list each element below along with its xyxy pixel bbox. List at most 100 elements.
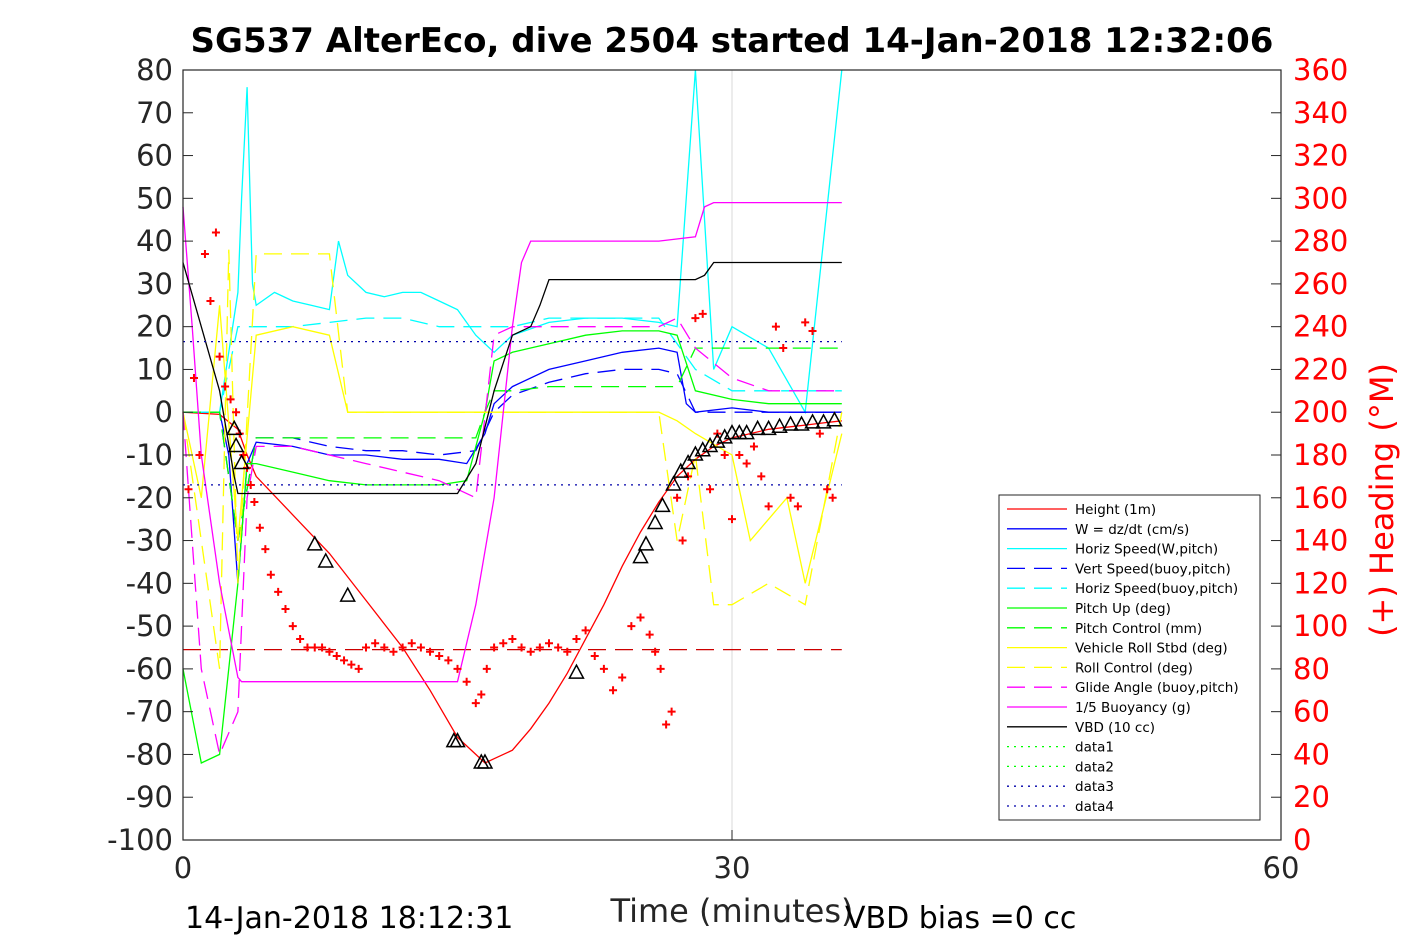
triangle-marker — [568, 663, 585, 679]
heading-point — [274, 587, 283, 596]
heading-point — [735, 451, 744, 459]
y-tick-label: 80 — [136, 53, 173, 87]
heading-point — [435, 652, 444, 661]
legend-entry: Vert Speed(buoy,pitch) — [1075, 561, 1231, 577]
heading-point — [389, 647, 398, 656]
y-right-tick-label: 140 — [1293, 524, 1348, 558]
triangle-marker — [687, 445, 704, 461]
series-line-1 — [183, 347, 842, 584]
heading-point — [757, 472, 766, 481]
triangle-marker — [815, 413, 832, 429]
triangle-marker — [654, 496, 671, 513]
x-tick-label: 0 — [174, 851, 192, 885]
series-line-0 — [182, 411, 842, 764]
legend-entry: data3 — [1075, 779, 1114, 795]
triangle-marker — [672, 462, 690, 478]
series-line-9 — [182, 317, 842, 757]
legend-entry: data2 — [1075, 759, 1114, 775]
legend-entry: Height (1m) — [1075, 502, 1156, 518]
heading-point — [255, 523, 264, 532]
triangle-marker — [225, 419, 243, 436]
triangle-marker — [709, 432, 726, 448]
series-line-3 — [183, 368, 842, 541]
series-line-7 — [182, 305, 843, 584]
triangle-marker — [716, 428, 733, 444]
footer-timestamp: 14-Jan-2018 18:12:31 — [185, 901, 513, 936]
heading-point — [347, 660, 356, 669]
heading-point — [636, 613, 645, 622]
triangle-marker — [701, 436, 719, 453]
y-tick-label: 20 — [136, 310, 173, 344]
heading-point — [310, 643, 319, 652]
heading-point — [362, 643, 370, 652]
heading-point — [545, 639, 553, 648]
heading-point — [742, 459, 751, 468]
triangle-marker — [227, 436, 245, 453]
heading-point — [184, 485, 193, 494]
heading-point — [232, 408, 241, 417]
y-tick-label: -60 — [126, 652, 173, 686]
heading-point — [563, 647, 572, 656]
heading-point — [340, 656, 349, 665]
heading-point — [728, 515, 736, 524]
series-line-6 — [183, 347, 842, 541]
triangle-marker — [771, 417, 788, 433]
y-right-tick-label: 320 — [1293, 139, 1348, 173]
legend-entry: Pitch Up (deg) — [1075, 601, 1171, 617]
heading-point — [477, 690, 486, 699]
triangle-marker — [306, 535, 324, 551]
heading-point — [786, 493, 795, 502]
heading-point — [678, 536, 687, 545]
y-tick-label: 0 — [155, 395, 173, 429]
heading-point — [656, 664, 665, 673]
y-right-tick-label: 0 — [1293, 823, 1311, 857]
y-tick-label: -90 — [126, 780, 173, 814]
y-right-tick-label: 120 — [1293, 566, 1348, 600]
heading-point — [189, 374, 198, 382]
y-tick-label: -70 — [126, 695, 173, 729]
legend-entry: data1 — [1075, 740, 1114, 756]
heading-point — [354, 664, 363, 673]
legend-entry: Horiz Speed(W,pitch) — [1075, 542, 1218, 558]
triangle-marker — [637, 535, 655, 551]
legend-entry: 1/5 Buoyancy (g) — [1075, 700, 1191, 716]
heading-point — [508, 634, 517, 643]
heading-point — [793, 502, 802, 511]
heading-point — [815, 429, 824, 438]
heading-point — [801, 318, 810, 327]
x-tick-label: 60 — [1263, 851, 1300, 885]
y-right-tick-label: 20 — [1293, 780, 1330, 814]
triangle-marker — [233, 453, 250, 470]
heading-point — [226, 395, 235, 404]
heading-point — [662, 720, 671, 729]
triangle-marker — [694, 441, 711, 457]
triangle-marker — [646, 513, 664, 530]
legend-entry: Pitch Control (mm) — [1075, 621, 1202, 637]
triangle-marker — [782, 415, 799, 431]
heading-point — [645, 630, 654, 639]
heading-point — [581, 626, 590, 635]
heading-point — [266, 570, 275, 579]
y-right-tick-label: 240 — [1293, 310, 1348, 344]
heading-point — [407, 639, 416, 648]
heading-point — [482, 664, 491, 673]
y-right-tick-label: 40 — [1293, 737, 1330, 771]
legend-entry: Roll Control (deg) — [1075, 660, 1193, 676]
x-axis-label: Time (minutes) — [610, 892, 854, 930]
y-tick-label: 30 — [136, 267, 173, 301]
heading-point — [673, 493, 682, 502]
axis-ticks: 80706050403020100-10-20-30-40-50-60-70-8… — [107, 53, 1348, 885]
y-tick-label: -30 — [126, 524, 173, 558]
y-tick-label: -100 — [107, 823, 173, 857]
heading-point — [453, 664, 462, 673]
heading-point — [250, 498, 259, 507]
heading-point — [779, 344, 788, 353]
y-right-tick-label: 60 — [1293, 695, 1330, 729]
y-right-tick-label: 340 — [1293, 96, 1348, 130]
heading-point — [808, 326, 817, 335]
heading-point — [318, 643, 327, 652]
y-tick-label: 50 — [136, 181, 173, 215]
series-line-10 — [182, 201, 842, 683]
y-tick-label: 40 — [136, 224, 173, 258]
legend-entry: W = dz/dt (cm/s) — [1075, 522, 1189, 538]
